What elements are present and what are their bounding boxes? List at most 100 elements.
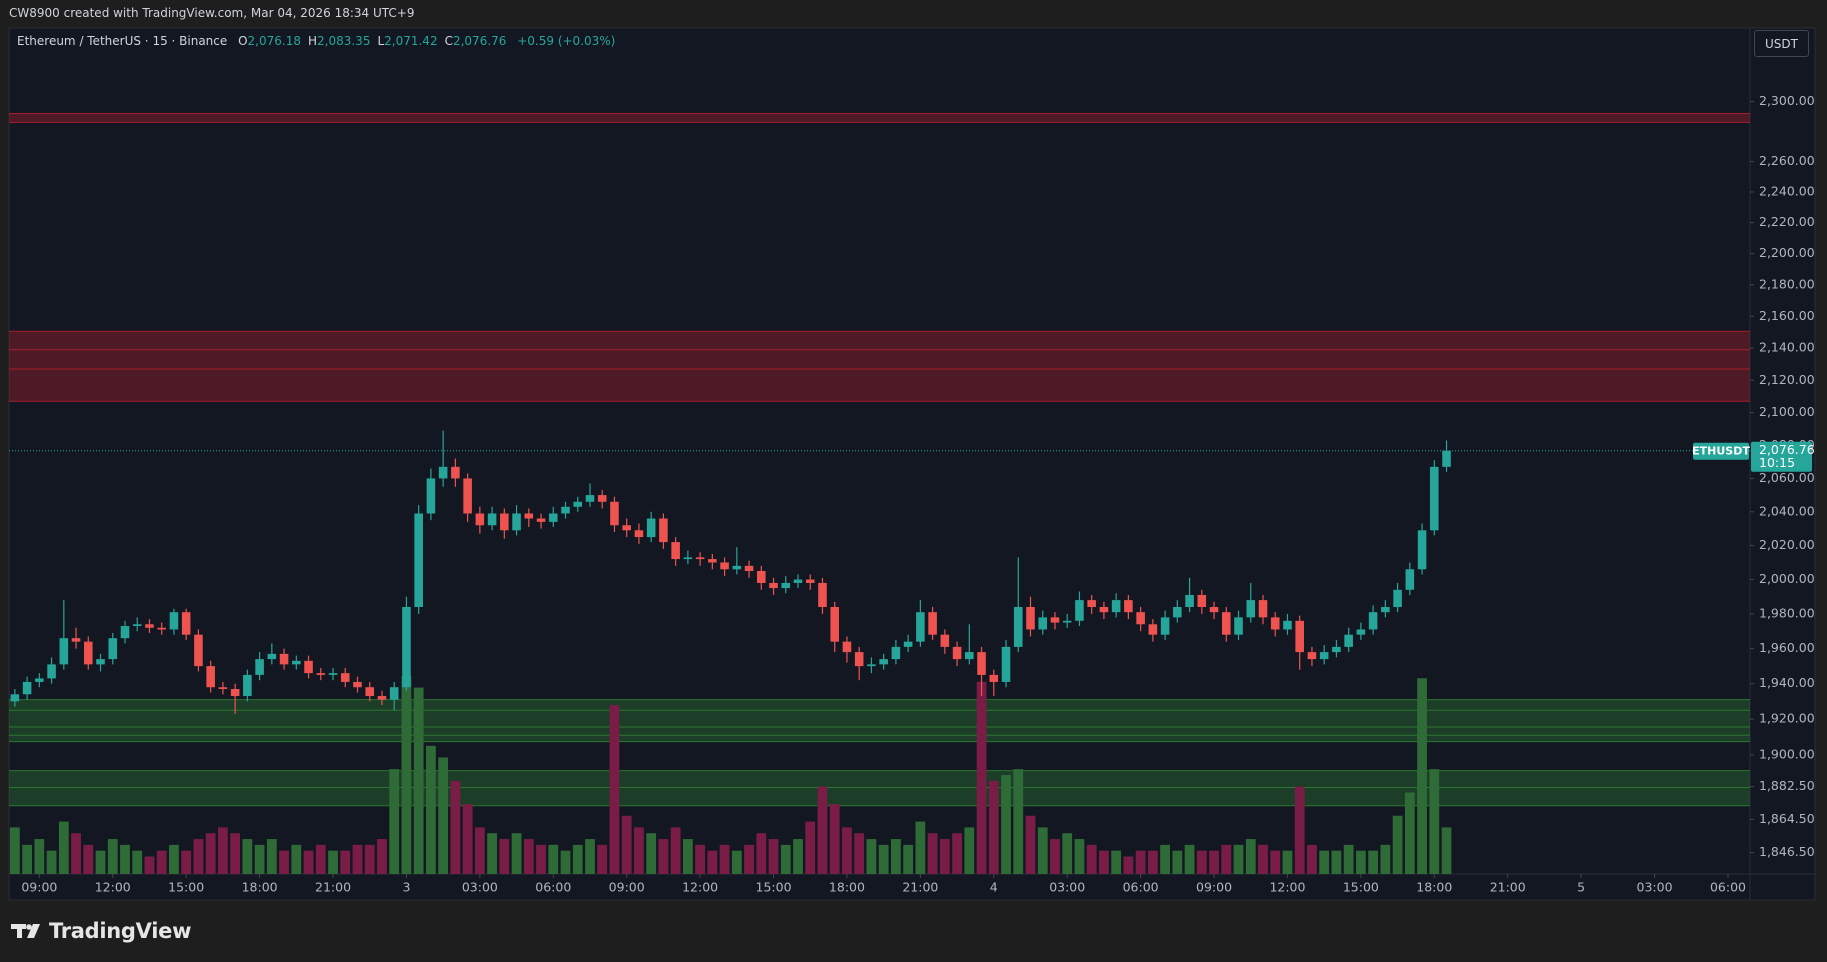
candle-body: [732, 565, 742, 570]
candle-body: [206, 666, 215, 688]
symbol-tag: ETHUSDT: [1692, 445, 1750, 458]
y-tick-label: 2,060.00: [1759, 470, 1815, 485]
volume-bar: [1441, 827, 1452, 874]
candle-body: [1307, 652, 1317, 660]
candle-body: [84, 641, 93, 665]
volume-bar: [793, 839, 803, 874]
volume-bar: [303, 850, 314, 874]
volume-bar: [266, 839, 277, 874]
candle-body: [928, 612, 937, 635]
volume-bar: [548, 844, 559, 874]
plot-area: [9, 112, 1750, 874]
zone: [9, 113, 1750, 123]
logo: [11, 924, 40, 938]
candle-body: [1062, 620, 1072, 623]
volume-bar: [988, 780, 999, 874]
candle-body: [597, 495, 607, 502]
candle-body: [402, 607, 411, 688]
candle-body: [805, 579, 815, 583]
x-tick-label: 18:00: [1416, 880, 1452, 895]
x-tick-label: 5: [1577, 880, 1585, 895]
volume-bar: [107, 839, 118, 874]
candle-body: [891, 646, 901, 660]
candle-body: [793, 579, 803, 583]
y-tick-label: 1,900.00: [1759, 746, 1815, 761]
volume-bar: [474, 827, 485, 874]
candle-body: [610, 501, 619, 526]
ohlc-value: 2,076.18: [247, 34, 301, 48]
candle-body: [573, 501, 583, 507]
volume-bar: [621, 815, 632, 874]
y-tick-label: 2,000.00: [1759, 571, 1815, 586]
volume-bar: [1380, 844, 1391, 874]
volume-bar: [976, 681, 987, 874]
volume-bar: [1099, 850, 1109, 874]
candle-body: [561, 506, 570, 514]
volume-bar: [1147, 850, 1158, 874]
volume-bar: [768, 839, 779, 874]
candle-body: [1050, 617, 1060, 623]
currency-button[interactable]: USDT: [1754, 30, 1809, 57]
volume-bar: [1196, 850, 1207, 874]
volume-bar: [1233, 844, 1244, 874]
volume-bar: [939, 839, 950, 874]
candle-body: [1111, 600, 1121, 613]
volume-bar: [1355, 850, 1366, 874]
candle-body: [879, 659, 888, 665]
candle-body: [1430, 466, 1439, 531]
countdown: 10:15: [1759, 455, 1795, 470]
y-tick-label: 2,020.00: [1759, 537, 1815, 552]
volume-bar: [83, 844, 94, 874]
x-tick-label: 06:00: [1710, 880, 1746, 895]
x-tick-label: 03:00: [1637, 880, 1673, 895]
volume-bar: [352, 844, 363, 874]
ohlc-key: H: [307, 34, 318, 48]
candle-body: [965, 652, 974, 660]
x-tick-label: 12:00: [682, 880, 718, 895]
candle-body: [671, 542, 680, 560]
candle-body: [1234, 617, 1243, 635]
volume-bar: [217, 827, 228, 874]
symbol-legend: Ethereum / TetherUS · 15 · Binance O2,07…: [17, 34, 615, 48]
volume-bar: [438, 757, 449, 874]
ohlc-value: 2,083.35: [317, 34, 371, 48]
volume-bar: [952, 833, 962, 874]
candle-body: [304, 660, 313, 674]
volume-bar: [1062, 833, 1073, 874]
candle-body: [585, 495, 595, 502]
volume-bar: [1331, 850, 1342, 874]
x-tick-label: 18:00: [242, 880, 278, 895]
candle-body: [1087, 600, 1096, 608]
volume-bar: [254, 844, 265, 874]
y-tick-label: 2,120.00: [1759, 372, 1815, 387]
candle-body: [1075, 600, 1084, 621]
volume-bar: [1037, 827, 1048, 874]
candle-body: [426, 478, 436, 514]
volume-bar: [695, 844, 706, 874]
credit: CW8900 created with TradingView.com, Mar…: [9, 6, 415, 20]
zone: [9, 699, 1750, 742]
candle-body: [230, 688, 240, 697]
chart-background: [9, 28, 1815, 900]
volume-bar: [205, 833, 216, 874]
volume-bar: [560, 850, 571, 874]
volume-bar: [854, 833, 865, 874]
volume-bar: [903, 844, 914, 874]
volume-bar: [169, 844, 179, 874]
change: +0.59 (+0.03%): [517, 34, 616, 48]
y-tick-label: 2,180.00: [1759, 276, 1815, 291]
volume-bar: [927, 833, 938, 874]
candle-body: [316, 673, 326, 675]
candle-body: [487, 513, 497, 526]
volume-bar: [499, 839, 510, 874]
candle-body: [512, 513, 521, 531]
volume-bar: [1221, 844, 1232, 874]
y-tick-label: 2,140.00: [1759, 340, 1815, 355]
candle-body: [1356, 629, 1366, 635]
volume-bar: [426, 745, 436, 874]
volume-bar: [193, 839, 204, 874]
volume-bar: [144, 856, 155, 874]
x-tick-label: 09:00: [609, 880, 645, 895]
volume-bar: [340, 850, 351, 874]
candle-body: [292, 660, 301, 665]
